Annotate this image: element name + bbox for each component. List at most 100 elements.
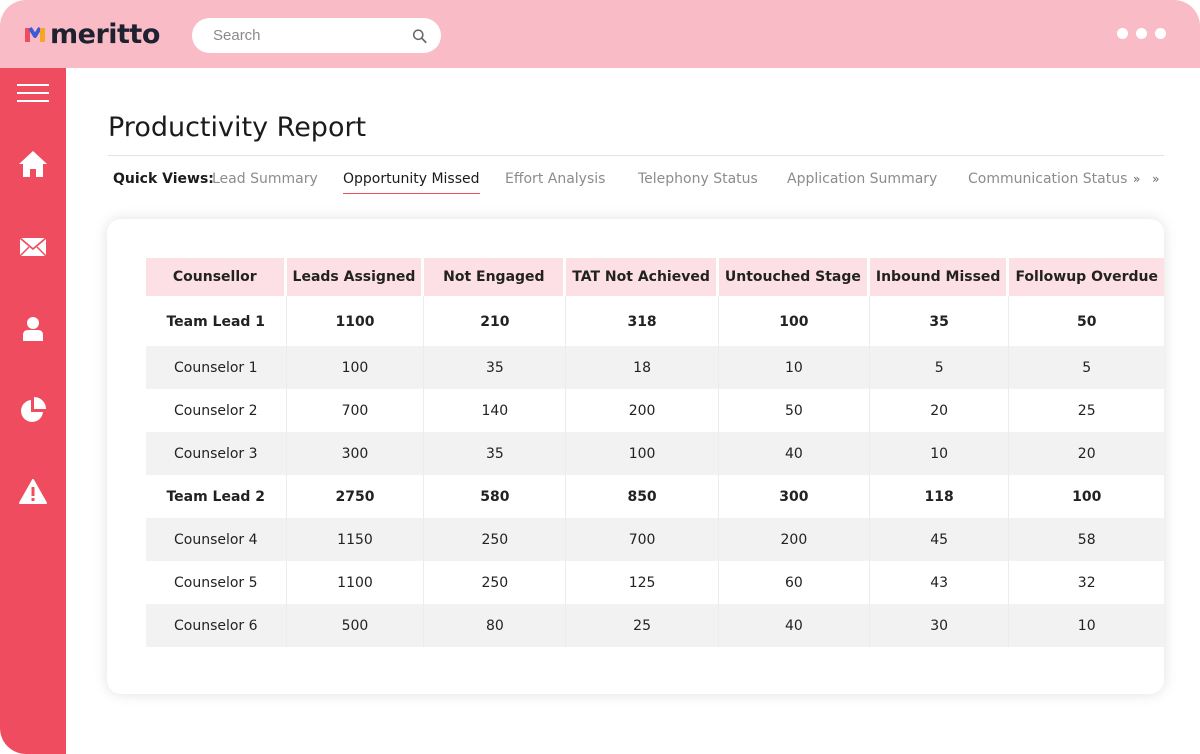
table-cell: 10 xyxy=(718,346,870,389)
column-header-tat-not-achieved[interactable]: TAT Not Achieved xyxy=(566,258,719,296)
table-cell: Team Lead 1 xyxy=(146,296,287,346)
table-cell: Counselor 6 xyxy=(146,604,287,647)
hamburger-menu-icon xyxy=(17,84,49,102)
dot-icon xyxy=(1117,28,1128,39)
table-cell: 35 xyxy=(424,432,567,475)
productivity-table: Counsellor Leads Assigned Not Engaged TA… xyxy=(146,258,1164,647)
quick-views-bar: Quick Views: Lead Summary Opportunity Mi… xyxy=(113,171,1173,194)
table-cell: 20 xyxy=(1009,432,1164,475)
table-cell: Counselor 2 xyxy=(146,389,287,432)
table-cell: 40 xyxy=(718,432,870,475)
sidebar-item-user[interactable] xyxy=(17,313,49,345)
column-header-inbound-missed[interactable]: Inbound Missed xyxy=(869,258,1010,296)
page-title: Productivity Report xyxy=(108,112,367,143)
sidebar-item-mail[interactable] xyxy=(17,231,49,263)
top-bar: meritto xyxy=(0,0,1200,68)
more-tabs-chevron-icon[interactable]: » » xyxy=(1133,172,1164,186)
table-cell: 118 xyxy=(870,475,1010,518)
table-cell: 318 xyxy=(566,296,719,346)
sidebar-item-home[interactable] xyxy=(17,148,49,180)
pie-chart-icon xyxy=(21,397,46,422)
quick-view-telephony-status[interactable]: Telephony Status xyxy=(638,171,758,187)
table-cell: 2750 xyxy=(287,475,425,518)
sidebar xyxy=(0,68,66,754)
table-cell: 25 xyxy=(1077,402,1096,419)
table-cell: 100 xyxy=(286,346,425,389)
alert-icon xyxy=(19,479,47,504)
quick-view-communication-status[interactable]: Communication Status xyxy=(968,171,1128,187)
dot-icon xyxy=(1155,28,1166,39)
quick-view-lead-summary[interactable]: Lead Summary xyxy=(212,171,318,187)
table-cell: 18 xyxy=(566,346,719,389)
column-header-followup-overdue[interactable]: Followup Overdue xyxy=(1009,258,1164,296)
table-cell: 580 xyxy=(424,475,567,518)
table-cell: 20 xyxy=(870,389,1010,432)
table-cell: 100 xyxy=(1072,488,1102,505)
sidebar-item-menu[interactable] xyxy=(17,78,49,110)
table-cell: 60 xyxy=(719,561,870,604)
table-cell: 1100 xyxy=(287,296,425,346)
table-cell: 100 xyxy=(719,296,870,346)
brand-logo[interactable]: meritto xyxy=(24,14,160,54)
divider xyxy=(108,155,1164,156)
column-header-counsellor[interactable]: Counsellor xyxy=(146,258,287,296)
table-cell: 40 xyxy=(718,604,870,647)
table-cell: 250 xyxy=(424,518,567,561)
quick-view-opportunity-missed[interactable]: Opportunity Missed xyxy=(343,171,480,194)
sidebar-item-reports[interactable] xyxy=(17,394,49,426)
column-header-leads-assigned[interactable]: Leads Assigned xyxy=(286,258,425,296)
table-cell: 500 xyxy=(286,604,425,647)
search-box[interactable] xyxy=(192,18,441,53)
quick-view-application-summary[interactable]: Application Summary xyxy=(787,171,938,187)
column-header-not-engaged[interactable]: Not Engaged xyxy=(424,258,567,296)
table-cell: 300 xyxy=(719,475,870,518)
search-icon[interactable] xyxy=(412,27,427,45)
table-cell: 50 xyxy=(1076,314,1097,330)
table-cell: 50 xyxy=(719,389,870,432)
table-cell: 25 xyxy=(566,604,719,647)
table-row[interactable]: Counselor 5 1100 250 125 60 43 32 xyxy=(146,561,1164,604)
table-row[interactable]: Counselor 6 500 80 25 40 30 10 xyxy=(146,604,1164,647)
column-header-untouched-stage[interactable]: Untouched Stage xyxy=(718,258,870,296)
table-cell: 200 xyxy=(566,389,719,432)
table-cell: 700 xyxy=(287,389,425,432)
report-card: Counsellor Leads Assigned Not Engaged TA… xyxy=(107,219,1164,694)
quick-view-effort-analysis[interactable]: Effort Analysis xyxy=(505,171,606,187)
table-row[interactable]: Counselor 4 1150 250 700 200 45 58 xyxy=(146,518,1164,561)
table-cell: 32 xyxy=(1077,574,1096,591)
more-options-menu[interactable] xyxy=(1117,28,1166,39)
table-cell: 125 xyxy=(566,561,719,604)
table-row[interactable]: Counselor 1 100 35 18 10 5 5 xyxy=(146,346,1164,389)
table-cell: Counselor 5 xyxy=(146,561,287,604)
table-cell: 45 xyxy=(869,518,1010,561)
table-cell: 30 xyxy=(869,604,1010,647)
table-cell: 210 xyxy=(424,296,567,346)
user-icon xyxy=(23,317,43,341)
table-cell: 35 xyxy=(870,296,1010,346)
table-cell: 250 xyxy=(424,561,567,604)
table-cell: 35 xyxy=(424,346,567,389)
table-cell: 10 xyxy=(869,432,1010,475)
table-cell: 850 xyxy=(566,475,719,518)
table-row[interactable]: Counselor 2 700 140 200 50 20 25 xyxy=(146,389,1164,432)
table-cell: 58 xyxy=(1009,518,1164,561)
brand-name: meritto xyxy=(50,18,160,50)
search-input[interactable] xyxy=(213,27,412,44)
table-cell: 1100 xyxy=(287,561,425,604)
table-cell: 140 xyxy=(424,389,567,432)
table-row[interactable]: Counselor 3 300 35 100 40 10 20 xyxy=(146,432,1164,475)
table-row-team-lead[interactable]: Team Lead 1 1100 210 318 100 35 50 xyxy=(146,296,1164,346)
table-cell: Counselor 1 xyxy=(146,346,287,389)
sidebar-item-alerts[interactable] xyxy=(17,476,49,508)
table-cell: 700 xyxy=(566,518,719,561)
table-cell: 10 xyxy=(1009,604,1164,647)
quick-views-label: Quick Views: xyxy=(113,171,214,187)
table-row-team-lead[interactable]: Team Lead 2 2750 580 850 300 118 100 xyxy=(146,475,1164,518)
table-cell: Counselor 4 xyxy=(146,518,287,561)
table-cell: 300 xyxy=(286,432,425,475)
table-cell: Team Lead 2 xyxy=(146,475,287,518)
meritto-logo-icon xyxy=(25,26,45,42)
table-cell: 200 xyxy=(718,518,870,561)
table-cell: 100 xyxy=(566,432,719,475)
